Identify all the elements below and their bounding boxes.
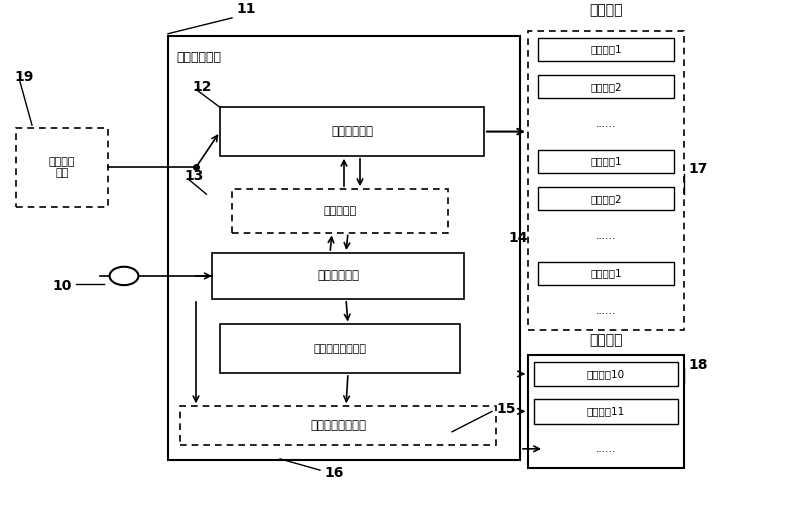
Bar — [180, 406, 496, 445]
Text: 字型字体1: 字型字体1 — [590, 269, 622, 278]
Bar — [534, 362, 678, 386]
Bar — [538, 187, 674, 211]
Text: ......: ...... — [596, 444, 616, 454]
Bar — [528, 31, 684, 330]
Bar — [220, 107, 484, 156]
Text: 10: 10 — [52, 279, 71, 293]
Text: 外字字体1: 外字字体1 — [590, 156, 622, 167]
Text: 环境配置管理装置: 环境配置管理装置 — [314, 344, 366, 354]
Text: 16: 16 — [324, 466, 343, 480]
Bar — [534, 399, 678, 424]
Text: 应用规则管理装置: 应用规则管理装置 — [310, 419, 366, 432]
Bar — [538, 75, 674, 98]
Bar — [220, 324, 460, 373]
Text: ......: ...... — [596, 306, 616, 316]
Text: 外字字体2: 外字字体2 — [590, 194, 622, 204]
Text: ......: ...... — [596, 119, 616, 129]
Text: 14: 14 — [508, 230, 527, 245]
Bar — [538, 150, 674, 173]
Text: 普通字体1: 普通字体1 — [590, 44, 622, 54]
Text: 逻辑字体: 逻辑字体 — [590, 3, 622, 17]
Text: 普通字体2: 普通字体2 — [590, 82, 622, 91]
Text: 普通字体11: 普通字体11 — [587, 406, 625, 416]
Text: 物理字体: 物理字体 — [590, 333, 622, 347]
Text: 19: 19 — [14, 69, 34, 84]
Text: 11: 11 — [236, 3, 255, 16]
Text: 13: 13 — [184, 169, 203, 183]
Text: 文字加密
装置: 文字加密 装置 — [49, 156, 75, 178]
Text: 12: 12 — [192, 80, 211, 94]
Text: 15: 15 — [496, 402, 515, 416]
Text: ......: ...... — [596, 231, 616, 241]
Bar — [16, 128, 108, 207]
Bar — [538, 262, 674, 285]
Bar — [168, 36, 520, 460]
Text: 普通字体10: 普通字体10 — [587, 369, 625, 379]
Bar — [232, 189, 448, 233]
Circle shape — [110, 267, 138, 285]
Text: 字体选择装置: 字体选择装置 — [317, 269, 359, 283]
Text: 字体变换装置: 字体变换装置 — [176, 51, 221, 64]
Text: 17: 17 — [688, 161, 707, 176]
Bar — [528, 355, 684, 468]
Text: 字体缓冲池: 字体缓冲池 — [323, 206, 357, 216]
Bar — [212, 253, 464, 299]
Bar — [538, 38, 674, 61]
Text: 字体管理装置: 字体管理装置 — [331, 125, 373, 138]
Text: 18: 18 — [688, 358, 707, 373]
